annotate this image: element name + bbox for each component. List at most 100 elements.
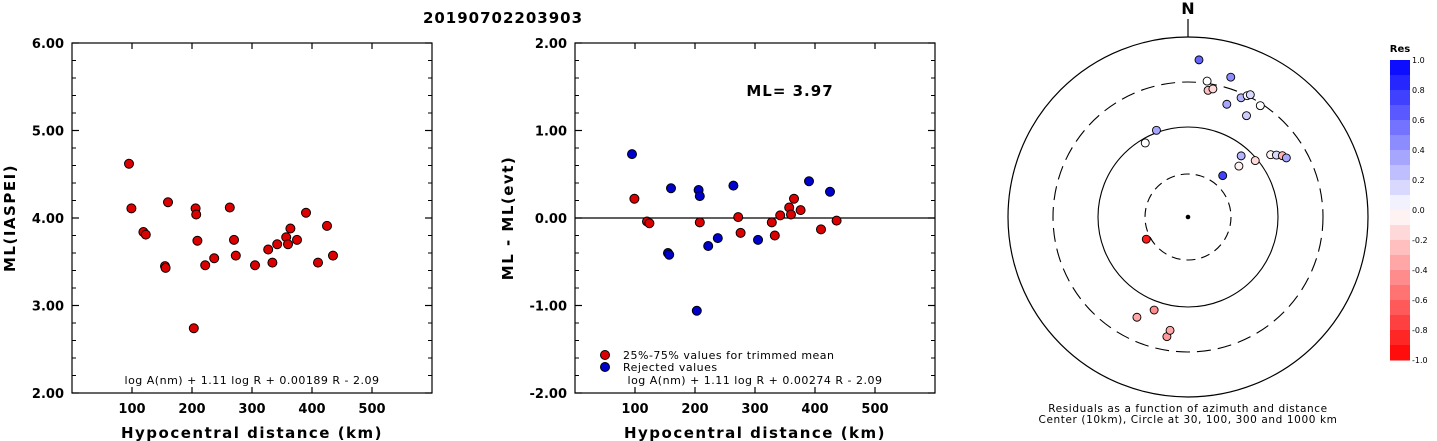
colorbar-labels: 1.0 0.8 0.6 0.4 0.2 0.0 -0.2 -0.4 -0.6 -0.8 -1.0 [1412,56,1428,365]
plot2-trimmed-point [795,205,806,216]
ring-300km [1052,81,1324,353]
colorbar-cell [1390,60,1410,76]
plot2-rejected-point [753,234,763,245]
plot2-rejected-point [825,186,835,197]
plot2-trimmed-point [766,217,777,228]
plot2-trimmed-point [786,209,796,220]
ring-30km [1144,173,1232,261]
plot2-trimmed-point [733,212,744,223]
plot2-y-tick-label: 0.00 [535,212,567,227]
colorbar-label: -0.8 [1412,326,1428,335]
plot1-formula: log A(nm) + 1.11 log R + 0.00189 R - 2.0… [125,374,380,387]
colorbar-cell [1390,105,1410,121]
plot1-data-point [250,260,260,271]
plot2-trimmed-point [789,193,799,204]
plot1-data-point [301,207,311,218]
colorbar-label: 1.0 [1412,56,1425,65]
plot2-y-label: ML - ML(evt) [499,156,517,280]
colorbar-label: -1.0 [1412,356,1428,365]
plot1-data-point [224,202,235,213]
plot2-x-tick-label: 300 [741,402,768,417]
ring-100km [1097,126,1279,308]
plot1-data-point [322,220,332,231]
residual-vs-distance-plot: 100 200 300 400 500 -2.00 -1.00 0.00 1.00 2.00 H… [499,37,936,441]
plot1-x-tick-label: 500 [358,402,385,417]
plot1-data-point [267,257,278,268]
station-marker [1202,76,1212,86]
station-marker [1218,171,1228,181]
station-marker [1140,138,1150,148]
legend-label-trimmed: 25%-75% values for trimmed mean [623,349,835,362]
plot1-data-point [140,229,151,240]
station-marker [1165,325,1175,335]
station-marker [1149,305,1159,315]
colorbar-label: 0.8 [1412,86,1425,95]
plot2-trimmed-point [694,217,705,228]
plot2-rejected-point [804,176,814,187]
plot2-x-ticks: 100 200 300 400 500 [621,43,889,417]
azimuth-distance-map: N Residuals as a function of azimuth and… [1007,0,1369,426]
plot1-data-point [126,203,137,214]
station-marker [1141,234,1151,244]
colorbar-cells [1390,60,1410,361]
station-marker [1226,72,1236,82]
plot2-y-tick-label: -1.00 [530,300,567,315]
station-marker [1242,111,1251,121]
station-marker [1250,156,1260,166]
event-title: 20190702203903 [423,9,583,27]
ml-value-label: ML= 3.97 [746,82,833,100]
plot2-x-tick-label: 400 [801,402,828,417]
plot1-data-point [160,262,171,273]
plot2-y-tick-label: -2.00 [530,387,567,402]
plot1-x-tick-label: 100 [118,402,145,417]
colorbar-cell [1390,330,1410,346]
plot1-y-tick-label: 4.00 [32,212,64,227]
plot2-rejected-point [728,180,739,191]
colorbar-label: -0.6 [1412,296,1428,305]
plot2-trimmed-point [816,224,826,235]
station-marker [1281,153,1291,163]
plot1-data-point [283,239,293,250]
plot2-y-ticks: -2.00 -1.00 0.00 1.00 2.00 [530,37,935,402]
plot1-x-label: Hypocentral distance (km) [121,424,383,441]
plot1-x-tick-label: 200 [178,402,205,417]
plot2-points [627,149,842,316]
plot1-y-ticks: 2.00 3.00 4.00 5.00 6.00 [32,37,432,402]
colorbar-cell [1390,240,1410,256]
station-marker [1236,151,1246,161]
plot1-data-point [292,234,302,245]
colorbar-cell [1390,165,1410,181]
residual-colorbar: Res 1.0 0.8 0.6 0.4 0.2 0.0 -0.2 -0.4 -0.6 -0.8 -1… [1390,44,1428,365]
plot2-rejected-point [691,305,702,316]
plot1-data-point [230,250,241,261]
plot2-trimmed-point [769,230,780,241]
station-marker [1132,312,1142,322]
plot2-rejected-point [703,241,714,251]
plot1-y-tick-label: 2.00 [32,387,64,402]
plot2-x-label: Hypocentral distance (km) [624,424,886,441]
colorbar-cell [1390,135,1410,151]
plot1-y-tick-label: 3.00 [32,300,64,315]
colorbar-cell [1390,315,1410,331]
plot2-rejected-point [664,249,675,260]
plot2-trimmed-point [644,218,655,229]
station-marker [1255,101,1265,111]
colorbar-cell [1390,90,1410,106]
plot2-y-tick-label: 1.00 [535,125,567,140]
colorbar-label: 0.2 [1412,176,1425,185]
station-markers [1132,55,1291,342]
plot1-data-point [285,223,296,234]
colorbar-label: -0.4 [1412,266,1428,275]
plot1-data-point [209,253,220,264]
plot1-y-tick-label: 6.00 [32,37,64,52]
legend-label-rejected: Rejected values [623,361,718,374]
plot1-data-point [124,158,134,169]
plot1-data-point [192,235,203,246]
north-label: N [1181,0,1194,18]
plot1-data-point [229,234,239,245]
plot1-data-point [313,257,323,268]
colorbar-cell [1390,285,1410,301]
plot2-formula: log A(nm) + 1.11 log R + 0.00274 R - 2.0… [628,374,883,387]
colorbar-cell [1390,75,1410,91]
plot1-data-point [263,244,274,255]
